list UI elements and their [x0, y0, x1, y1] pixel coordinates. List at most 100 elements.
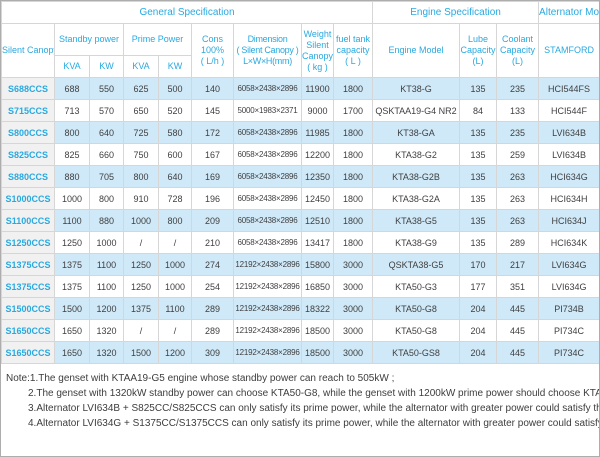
model-link[interactable]: S715CCS [1, 99, 55, 122]
table-cell: 259 [496, 143, 540, 166]
table-cell: 15800 [301, 253, 334, 276]
table-cell: PI734C [538, 341, 599, 364]
model-link[interactable]: S825CCS [1, 143, 55, 166]
table-cell: KTA38-G2B [372, 165, 461, 188]
note-line-3: 3.Alternator LVI634B + S825CC/S825CCS ca… [28, 403, 599, 414]
table-cell: 520 [158, 99, 192, 122]
col-header-cons: Cons 100% ( L/h ) [191, 23, 234, 78]
table-cell: 880 [89, 209, 124, 232]
table-cell: 1500 [54, 297, 90, 320]
table-row: S1375CCS 1375 1100 1250 1000 274 12192×2438×28… [1, 253, 599, 276]
col-header-engine-model: Engine Model [372, 23, 461, 78]
table-cell: 1250 [54, 231, 90, 254]
table-cell: PI734B [538, 297, 599, 320]
table-cell: 135 [459, 165, 498, 188]
table-cell: 728 [158, 187, 192, 210]
group-header-alternator: Alternator Model [538, 1, 599, 24]
table-cell: 1000 [123, 209, 159, 232]
table-cell: 1800 [332, 165, 374, 188]
table-row: S1100CCS 1100 880 1000 800 209 6058×2438×2896 1… [1, 209, 599, 232]
table-cell: QSKTAA19-G4 NR2 [372, 99, 461, 122]
table-cell: 12350 [301, 165, 334, 188]
table-cell: 1375 [54, 275, 90, 298]
table-cell: KTA50-GS8 [372, 341, 461, 364]
model-link[interactable]: S1650CCS [1, 341, 55, 364]
model-link[interactable]: S880CCS [1, 165, 55, 188]
col-header-standby-power: Standby power [54, 23, 124, 56]
note-line-1: Note:1.The genset with KTAA19-G5 engine … [6, 373, 395, 384]
table-cell: 135 [459, 231, 498, 254]
col-header-stamford: STAMFORD [538, 23, 599, 78]
table-cell: 18500 [301, 319, 334, 342]
model-link[interactable]: S1250CCS [1, 231, 55, 254]
table-cell: 1000 [158, 275, 192, 298]
model-link[interactable]: S1500CCS [1, 297, 55, 320]
table-cell: 1375 [54, 253, 90, 276]
table-cell: 1800 [332, 187, 374, 210]
table-cell: 580 [158, 121, 192, 144]
table-cell: 16850 [301, 275, 334, 298]
table-cell: 6058×2438×2896 [233, 143, 302, 166]
model-link[interactable]: S1375CCS [1, 253, 55, 276]
table-cell: KT38-GA [372, 121, 461, 144]
table-cell: 172 [191, 121, 234, 144]
table-cell: 1000 [158, 253, 192, 276]
table-cell: 725 [123, 121, 159, 144]
table-cell: / [158, 231, 192, 254]
table-cell: 650 [123, 99, 159, 122]
model-link[interactable]: S1000CCS [1, 187, 55, 210]
table-cell: 3000 [332, 297, 374, 320]
table-row: S1650CCS 1650 1320//289 12192×2438×2896 1850… [1, 319, 599, 342]
table-cell: KTA50-G3 [372, 275, 461, 298]
table-cell: 1250 [123, 275, 159, 298]
model-link[interactable]: S1100CCS [1, 209, 55, 232]
table-cell: 13417 [301, 231, 334, 254]
table-cell: 177 [459, 275, 498, 298]
table-cell: 600 [158, 143, 192, 166]
table-cell: 5000×1983×2371 [233, 99, 302, 122]
table-cell: 750 [123, 143, 159, 166]
table-cell: 1000 [89, 231, 124, 254]
table-cell: 1320 [89, 319, 124, 342]
table-row: S1650CCS 1650 1320 1500 1200 309 12192×2438×28… [1, 341, 599, 364]
table-cell: LVI634G [538, 275, 599, 298]
table-cell: 640 [89, 121, 124, 144]
col-header-fuel-tank: fuel tank capacity ( L ) [332, 23, 374, 78]
table-cell: 12192×2438×2896 [233, 275, 302, 298]
table-cell: 135 [459, 187, 498, 210]
table-cell: 209 [191, 209, 234, 232]
table-cell: 12192×2438×2896 [233, 297, 302, 320]
table-cell: / [123, 231, 159, 254]
table-cell: 235 [496, 121, 540, 144]
table-cell: 1650 [54, 319, 90, 342]
table-cell: KTA38-G2 [372, 143, 461, 166]
table-cell: 274 [191, 253, 234, 276]
col-header-dimension: Dimension ( Silent Canopy ) L×W×H(mm) [233, 23, 302, 78]
model-link[interactable]: S688CCS [1, 77, 55, 100]
table-cell: 1700 [332, 99, 374, 122]
table-cell: 204 [459, 297, 498, 320]
table-cell: KTA50-G8 [372, 297, 461, 320]
table-cell: 688 [54, 77, 90, 100]
table-cell: 167 [191, 143, 234, 166]
table-cell: HCI634J [538, 209, 599, 232]
table-cell: 713 [54, 99, 90, 122]
table-row: S800CCS 800 640 725 580 172 6058×2438×2896 1198… [1, 121, 599, 144]
model-link[interactable]: S800CCS [1, 121, 55, 144]
table-row: S825CCS 825 660 750 600 167 6058×2438×2896 1220… [1, 143, 599, 166]
table-cell: 309 [191, 341, 234, 364]
table-cell: PI734C [538, 319, 599, 342]
table-row: S1000CCS 1000 800 910 728 196 6058×2438×2896 12… [1, 187, 599, 210]
table-cell: KTA38-G5 [372, 209, 461, 232]
table-cell: 12450 [301, 187, 334, 210]
table-row: S688CCS 688 550 625 500 140 6058×2438×2896 1190… [1, 77, 599, 100]
table-cell: 1375 [123, 297, 159, 320]
table-cell: 825 [54, 143, 90, 166]
table-cell: QSKTA38-G5 [372, 253, 461, 276]
table-header: General Specification Engine Specificati… [1, 1, 599, 79]
col-header-silent-canopy: Silent Canopy [1, 23, 55, 78]
model-link[interactable]: S1375CCS [1, 275, 55, 298]
table-cell: 1800 [332, 209, 374, 232]
table-cell: HCI544FS [538, 77, 599, 100]
model-link[interactable]: S1650CCS [1, 319, 55, 342]
